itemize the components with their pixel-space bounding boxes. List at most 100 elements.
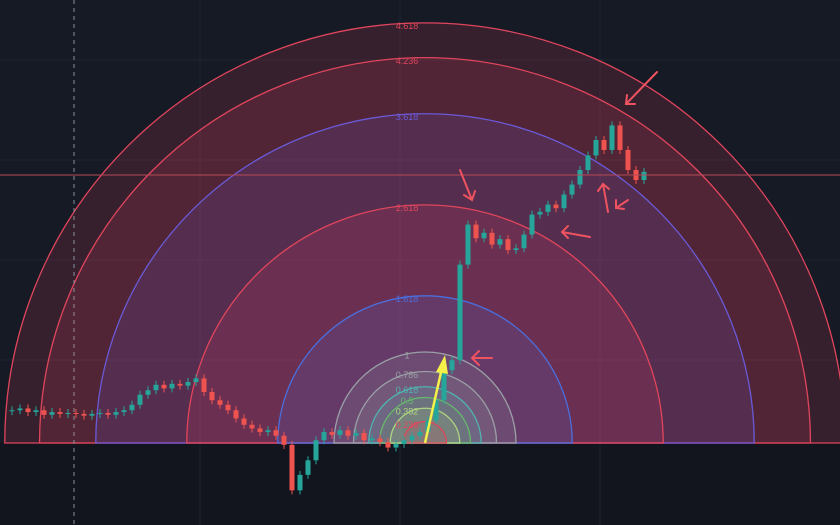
lower-pane [0, 443, 840, 525]
fib-arc [277, 295, 573, 444]
annotations [459, 71, 658, 366]
arrow-head [436, 355, 448, 374]
candle [49, 412, 55, 415]
candles [9, 121, 647, 495]
candle [121, 410, 127, 413]
fib-arc [389, 407, 461, 444]
fib-arc [4, 22, 840, 444]
candle [193, 378, 199, 383]
candle [113, 412, 119, 415]
fib-level-label: 0.382 [396, 407, 419, 417]
candle [489, 232, 495, 245]
candle [601, 139, 607, 150]
candle [153, 384, 159, 391]
candle [401, 440, 407, 444]
fib-level-label: 1 [404, 350, 409, 360]
candle [553, 204, 559, 209]
candle [41, 410, 47, 415]
candle [25, 408, 31, 413]
candle [345, 430, 351, 436]
candle [249, 424, 255, 429]
candle [233, 410, 239, 419]
fib-level-label: 2.618 [396, 203, 419, 213]
candle [257, 428, 263, 433]
candle [9, 410, 15, 412]
fib-arc [186, 204, 664, 444]
annotation-arrow [560, 225, 591, 239]
fib-level-label: 0.5 [401, 396, 414, 406]
candle [313, 440, 319, 461]
candle [545, 204, 551, 212]
candle [241, 418, 247, 425]
annotation-arrow [470, 350, 493, 366]
candle [409, 435, 415, 441]
fib-level-label: 0.236 [396, 420, 419, 430]
candle [129, 404, 135, 411]
candle [449, 360, 455, 371]
candle [433, 400, 439, 421]
candle [609, 125, 615, 150]
candle [497, 239, 503, 245]
candle [537, 211, 543, 215]
candle [353, 432, 359, 436]
labels: 4.6184.2363.6182.6181.61810.7860.6180.50… [396, 21, 419, 430]
candle [289, 444, 295, 491]
candle [305, 460, 311, 475]
candle [321, 432, 327, 441]
candle [393, 443, 399, 448]
candle [89, 413, 95, 416]
candle [417, 432, 423, 436]
candle [577, 170, 583, 185]
candle [273, 430, 279, 436]
candle [81, 413, 87, 416]
candle [209, 392, 215, 401]
candle [481, 232, 487, 239]
candle [169, 383, 175, 389]
candle [441, 370, 447, 401]
fib-arc [95, 113, 755, 444]
candle [297, 474, 303, 491]
arcs [4, 22, 840, 444]
candle [33, 410, 39, 413]
candle [65, 412, 71, 414]
candle [457, 264, 463, 361]
candle [377, 438, 383, 443]
fib-arc [378, 396, 472, 444]
candle [97, 412, 103, 414]
candle [73, 412, 79, 414]
candle [57, 412, 63, 414]
candle [385, 442, 391, 448]
candle [473, 224, 479, 239]
candle [369, 438, 375, 441]
candle [521, 234, 527, 249]
fib-level-label: 4.618 [396, 21, 419, 31]
candle [465, 224, 471, 265]
candle [361, 432, 367, 441]
candle [217, 400, 223, 405]
candle [505, 239, 511, 251]
fib-arc [368, 386, 482, 444]
candle [105, 412, 111, 415]
candle [625, 149, 631, 170]
candle [561, 194, 567, 209]
trend-line [423, 367, 444, 444]
annotation-arrow [459, 169, 476, 202]
candle [185, 382, 191, 386]
annotation-arrow [597, 182, 610, 213]
candle [145, 390, 151, 395]
fib-arc [352, 370, 498, 444]
candle [513, 248, 519, 251]
candle [529, 214, 535, 235]
candle [161, 384, 167, 389]
annotation-arrow [615, 199, 629, 210]
fib-level-label: 0.786 [396, 370, 419, 380]
fib-level-label: 3.618 [396, 112, 419, 122]
candle [337, 430, 343, 435]
candle [641, 171, 647, 181]
candle [593, 139, 599, 156]
fib-arc [38, 56, 812, 444]
candle [585, 155, 591, 170]
